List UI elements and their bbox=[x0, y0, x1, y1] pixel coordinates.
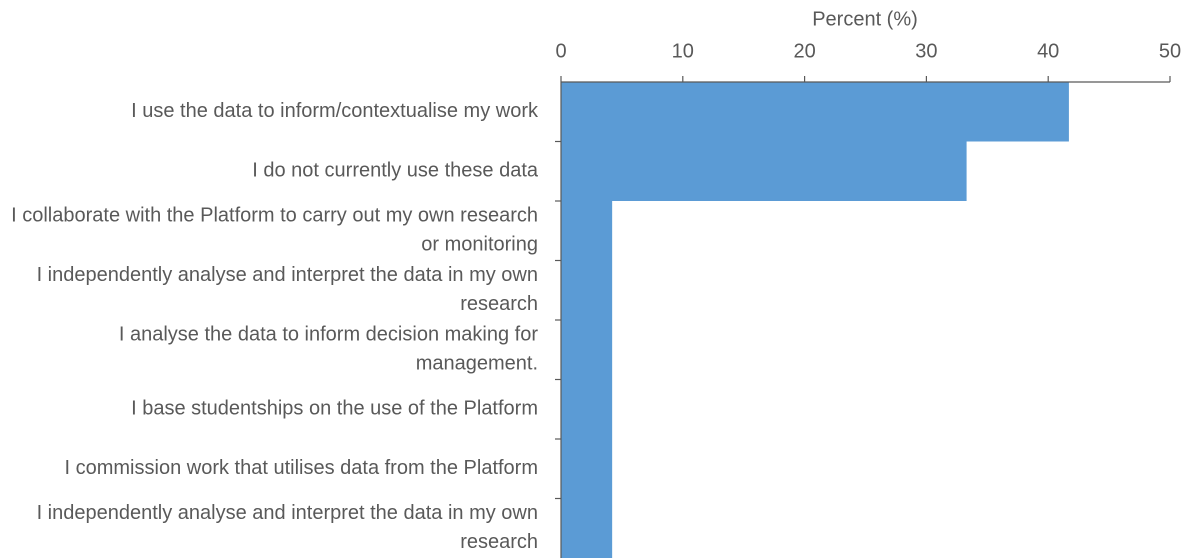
bar bbox=[561, 320, 613, 380]
bar bbox=[561, 201, 613, 261]
y-tick-label: I commission work that utilises data fro… bbox=[65, 457, 539, 479]
x-tick-label: 30 bbox=[915, 40, 937, 62]
bar bbox=[561, 498, 613, 558]
y-tick-label: I independently analyse and interpret th… bbox=[37, 264, 538, 315]
x-tick-label: 0 bbox=[555, 40, 566, 62]
y-tick-label: I base studentships on the use of the Pl… bbox=[131, 398, 538, 420]
y-tick-label: I collaborate with the Platform to carry… bbox=[11, 205, 538, 256]
bar bbox=[561, 141, 967, 201]
x-tick-label: 40 bbox=[1037, 40, 1059, 62]
y-tick-label: I use the data to inform/contextualise m… bbox=[131, 100, 539, 122]
bar bbox=[561, 260, 613, 320]
y-tick-label: I independently analyse and interpret th… bbox=[37, 502, 538, 553]
axis-title: Percent (%) bbox=[812, 8, 918, 30]
x-tick-label: 50 bbox=[1159, 40, 1181, 62]
bar bbox=[561, 379, 613, 439]
bar bbox=[561, 82, 1069, 142]
x-tick-label: 10 bbox=[672, 40, 694, 62]
y-tick-label: I do not currently use these data bbox=[252, 160, 539, 182]
bar bbox=[561, 439, 613, 499]
x-tick-label: 20 bbox=[793, 40, 815, 62]
y-tick-label: I analyse the data to inform decision ma… bbox=[119, 324, 538, 375]
